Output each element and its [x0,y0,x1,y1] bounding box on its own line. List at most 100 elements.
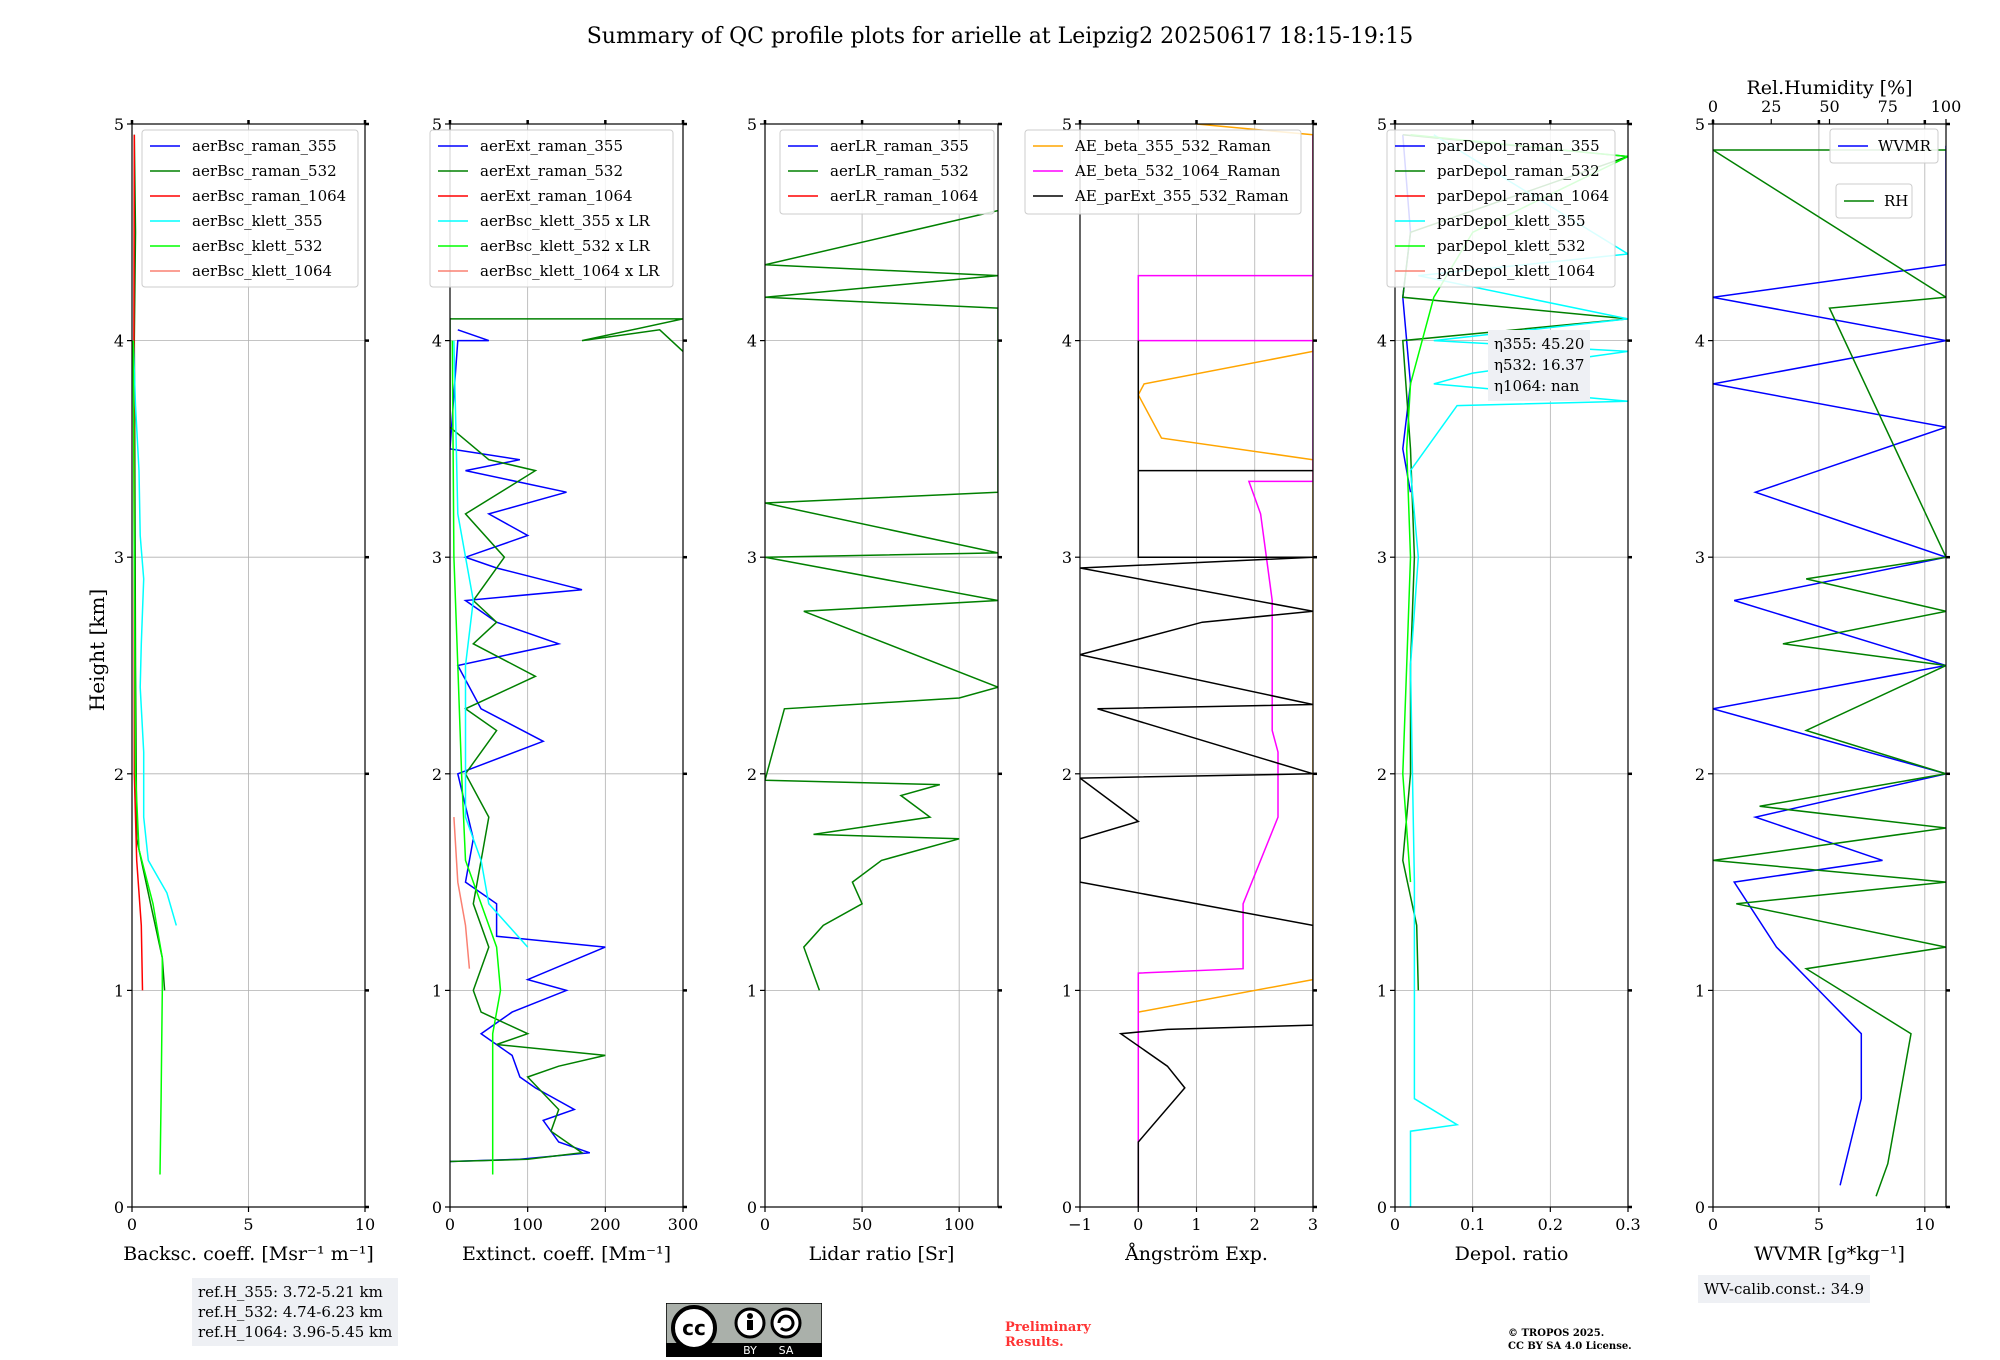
eta-box: η355: 45.20 η532: 16.37 η1064: nan [1488,330,1591,401]
series-line-aerlr-raman-532 [765,209,998,991]
legend-entry: aerLR_raman_1064 [830,187,978,205]
series-line-aerbsc-klett-355-x-lr [453,340,529,948]
y-tick-label: 3 [1062,548,1072,567]
legend-entry: RH [1884,192,1908,210]
series-line-ae-beta-532-1064-raman [1137,134,1313,1207]
y-tick-label: 4 [1377,332,1387,351]
legend-entry: aerBsc_klett_1064 [192,262,332,280]
x-tick-label: 2 [1250,1215,1260,1234]
y-tick-label: 1 [1695,981,1705,1000]
y-tick-label: 4 [1062,332,1072,351]
x-tick-label: 0 [1390,1215,1400,1234]
preliminary-line-2: Results. [1005,1335,1064,1350]
copyright-notice: © TROPOS 2025. CC BY SA 4.0 License. [1508,1327,1632,1353]
x-tick-label: 300 [668,1215,699,1234]
legend-entry: aerBsc_klett_532 [192,237,323,255]
y-tick-label: 4 [432,332,442,351]
ref-height-355: ref.H_355: 3.72-5.21 km [198,1283,383,1301]
preliminary-line-1: Preliminary [1005,1320,1091,1335]
series-line-aerbsc-klett-1064-x-lr [453,817,471,969]
legend-entry: parDepol_raman_1064 [1437,187,1609,205]
x-tick-label: 100 [944,1215,975,1234]
legend: AE_beta_355_532_Raman AE_beta_532_1064_Ra… [1024,129,1302,215]
series-line-aerbsc-klett-532-x-lr [451,340,502,1175]
series-line-wvmr [1713,145,1946,1186]
y-tick-label: 0 [1695,1198,1705,1217]
legend-entry: aerExt_raman_355 [480,137,623,155]
x-tick-label: 0 [445,1215,455,1234]
x2-tick-label: 25 [1761,97,1781,116]
eta-355: η355: 45.20 [1494,335,1585,353]
x-tick-label: 0.2 [1538,1215,1563,1234]
legend: aerLR_raman_355 aerLR_raman_532 aerLR_rama… [779,129,995,215]
panel-5: 0 1 2 3 4 5 0 0.1 0.2 0.3 Depol. ratio parDepol_ram… [1377,115,1641,1265]
axes-frame [1712,123,1947,1208]
axes-frame [764,123,999,1208]
legend-entry: parDepol_klett_1064 [1437,262,1595,280]
legend: WVMR [1829,128,1939,164]
x2-tick-label: 50 [1819,97,1839,116]
x-tick-label: 0.3 [1615,1215,1640,1234]
x-tick-label: 0.1 [1460,1215,1485,1234]
legend: aerExt_raman_355 aerExt_raman_532 aerExt_r… [429,129,674,288]
series-line-aerbsc-klett-355 [132,340,178,926]
legend-entry: aerBsc_klett_355 [192,212,323,230]
y-axis-label: Height [km] [85,589,109,711]
wv-calibration-box: WV-calib.const.: 34.9 [1698,1275,1871,1303]
y-tick-label: 2 [114,765,124,784]
x-tick-label: 5 [1814,1215,1824,1234]
eta-1064: η1064: nan [1494,377,1580,395]
legend-entry: aerExt_raman_1064 [480,187,633,205]
legend-entry: parDepol_klett_355 [1437,212,1586,230]
x-tick-label: 5 [243,1215,253,1234]
legend-entry: aerBsc_klett_355 x LR [480,212,651,230]
y-tick-label: 5 [1377,115,1387,134]
y-tick-label: 1 [1062,981,1072,1000]
reference-height-box: ref.H_355: 3.72-5.21 km ref.H_532: 4.74-… [192,1278,399,1346]
axes-frame [449,123,684,1208]
y-tick-label: 1 [1377,981,1387,1000]
x2-axis-label: Rel.Humidity [%] [1746,77,1912,99]
y-tick-label: 0 [114,1198,124,1217]
x2-tick-label: 0 [1708,97,1718,116]
legend: aerBsc_raman_355 aerBsc_raman_532 aerBsc_r… [141,129,359,288]
x-axis-label: Lidar ratio [Sr] [809,1243,955,1265]
preliminary-notice: Preliminary Results. [1005,1320,1091,1350]
y-tick-label: 0 [1377,1198,1387,1217]
y-tick-label: 1 [432,981,442,1000]
series-line-ae-parext-355-532-raman [1080,340,1313,1207]
legend-entry: AE_beta_355_532_Raman [1074,137,1271,155]
x2-tick-label: 100 [1931,97,1962,116]
series-line-aerext-raman-532 [450,318,683,1163]
copyright-line-1: © TROPOS 2025. [1508,1328,1605,1339]
figure-title: Summary of QC profile plots for arielle … [587,24,1414,49]
copyright-line-2: CC BY SA 4.0 License. [1508,1341,1632,1352]
y-tick-label: 3 [114,548,124,567]
x-tick-label: 50 [852,1215,872,1234]
x-axis-label: Depol. ratio [1455,1243,1569,1265]
panel-2: 0 1 2 3 4 5 0 100 200 300 Extinct. coeff. [Mm⁻¹] ae… [429,115,699,1265]
y-tick-label: 2 [1377,765,1387,784]
y-tick-label: 2 [747,765,757,784]
y-tick-label: 5 [114,115,124,134]
eta-532: η532: 16.37 [1494,356,1585,374]
x-tick-label: 10 [1915,1215,1935,1234]
y-tick-label: 1 [747,981,757,1000]
legend-entry: aerBsc_klett_1064 x LR [480,262,660,280]
license-by-label: BY [743,1344,757,1357]
y-tick-label: 2 [432,765,442,784]
series-line-pardepol-klett-355 [1409,134,1628,1207]
legend-entry: parDepol_raman_532 [1437,162,1600,180]
y-tick-label: 2 [1695,765,1705,784]
x-tick-label: 0 [760,1215,770,1234]
x-tick-label: 3 [1308,1215,1318,1234]
panel-1: 0 1 2 3 4 5 0 5 10 Backsc. coeff. [Msr⁻¹ m⁻¹] aerB… [114,115,375,1265]
y-tick-label: 3 [432,548,442,567]
ref-height-1064: ref.H_1064: 3.96-5.45 km [198,1323,393,1341]
y-tick-label: 0 [432,1198,442,1217]
legend-entry: aerBsc_klett_532 x LR [480,237,651,255]
legend-entry: aerLR_raman_532 [830,162,969,180]
y-tick-label: 5 [747,115,757,134]
